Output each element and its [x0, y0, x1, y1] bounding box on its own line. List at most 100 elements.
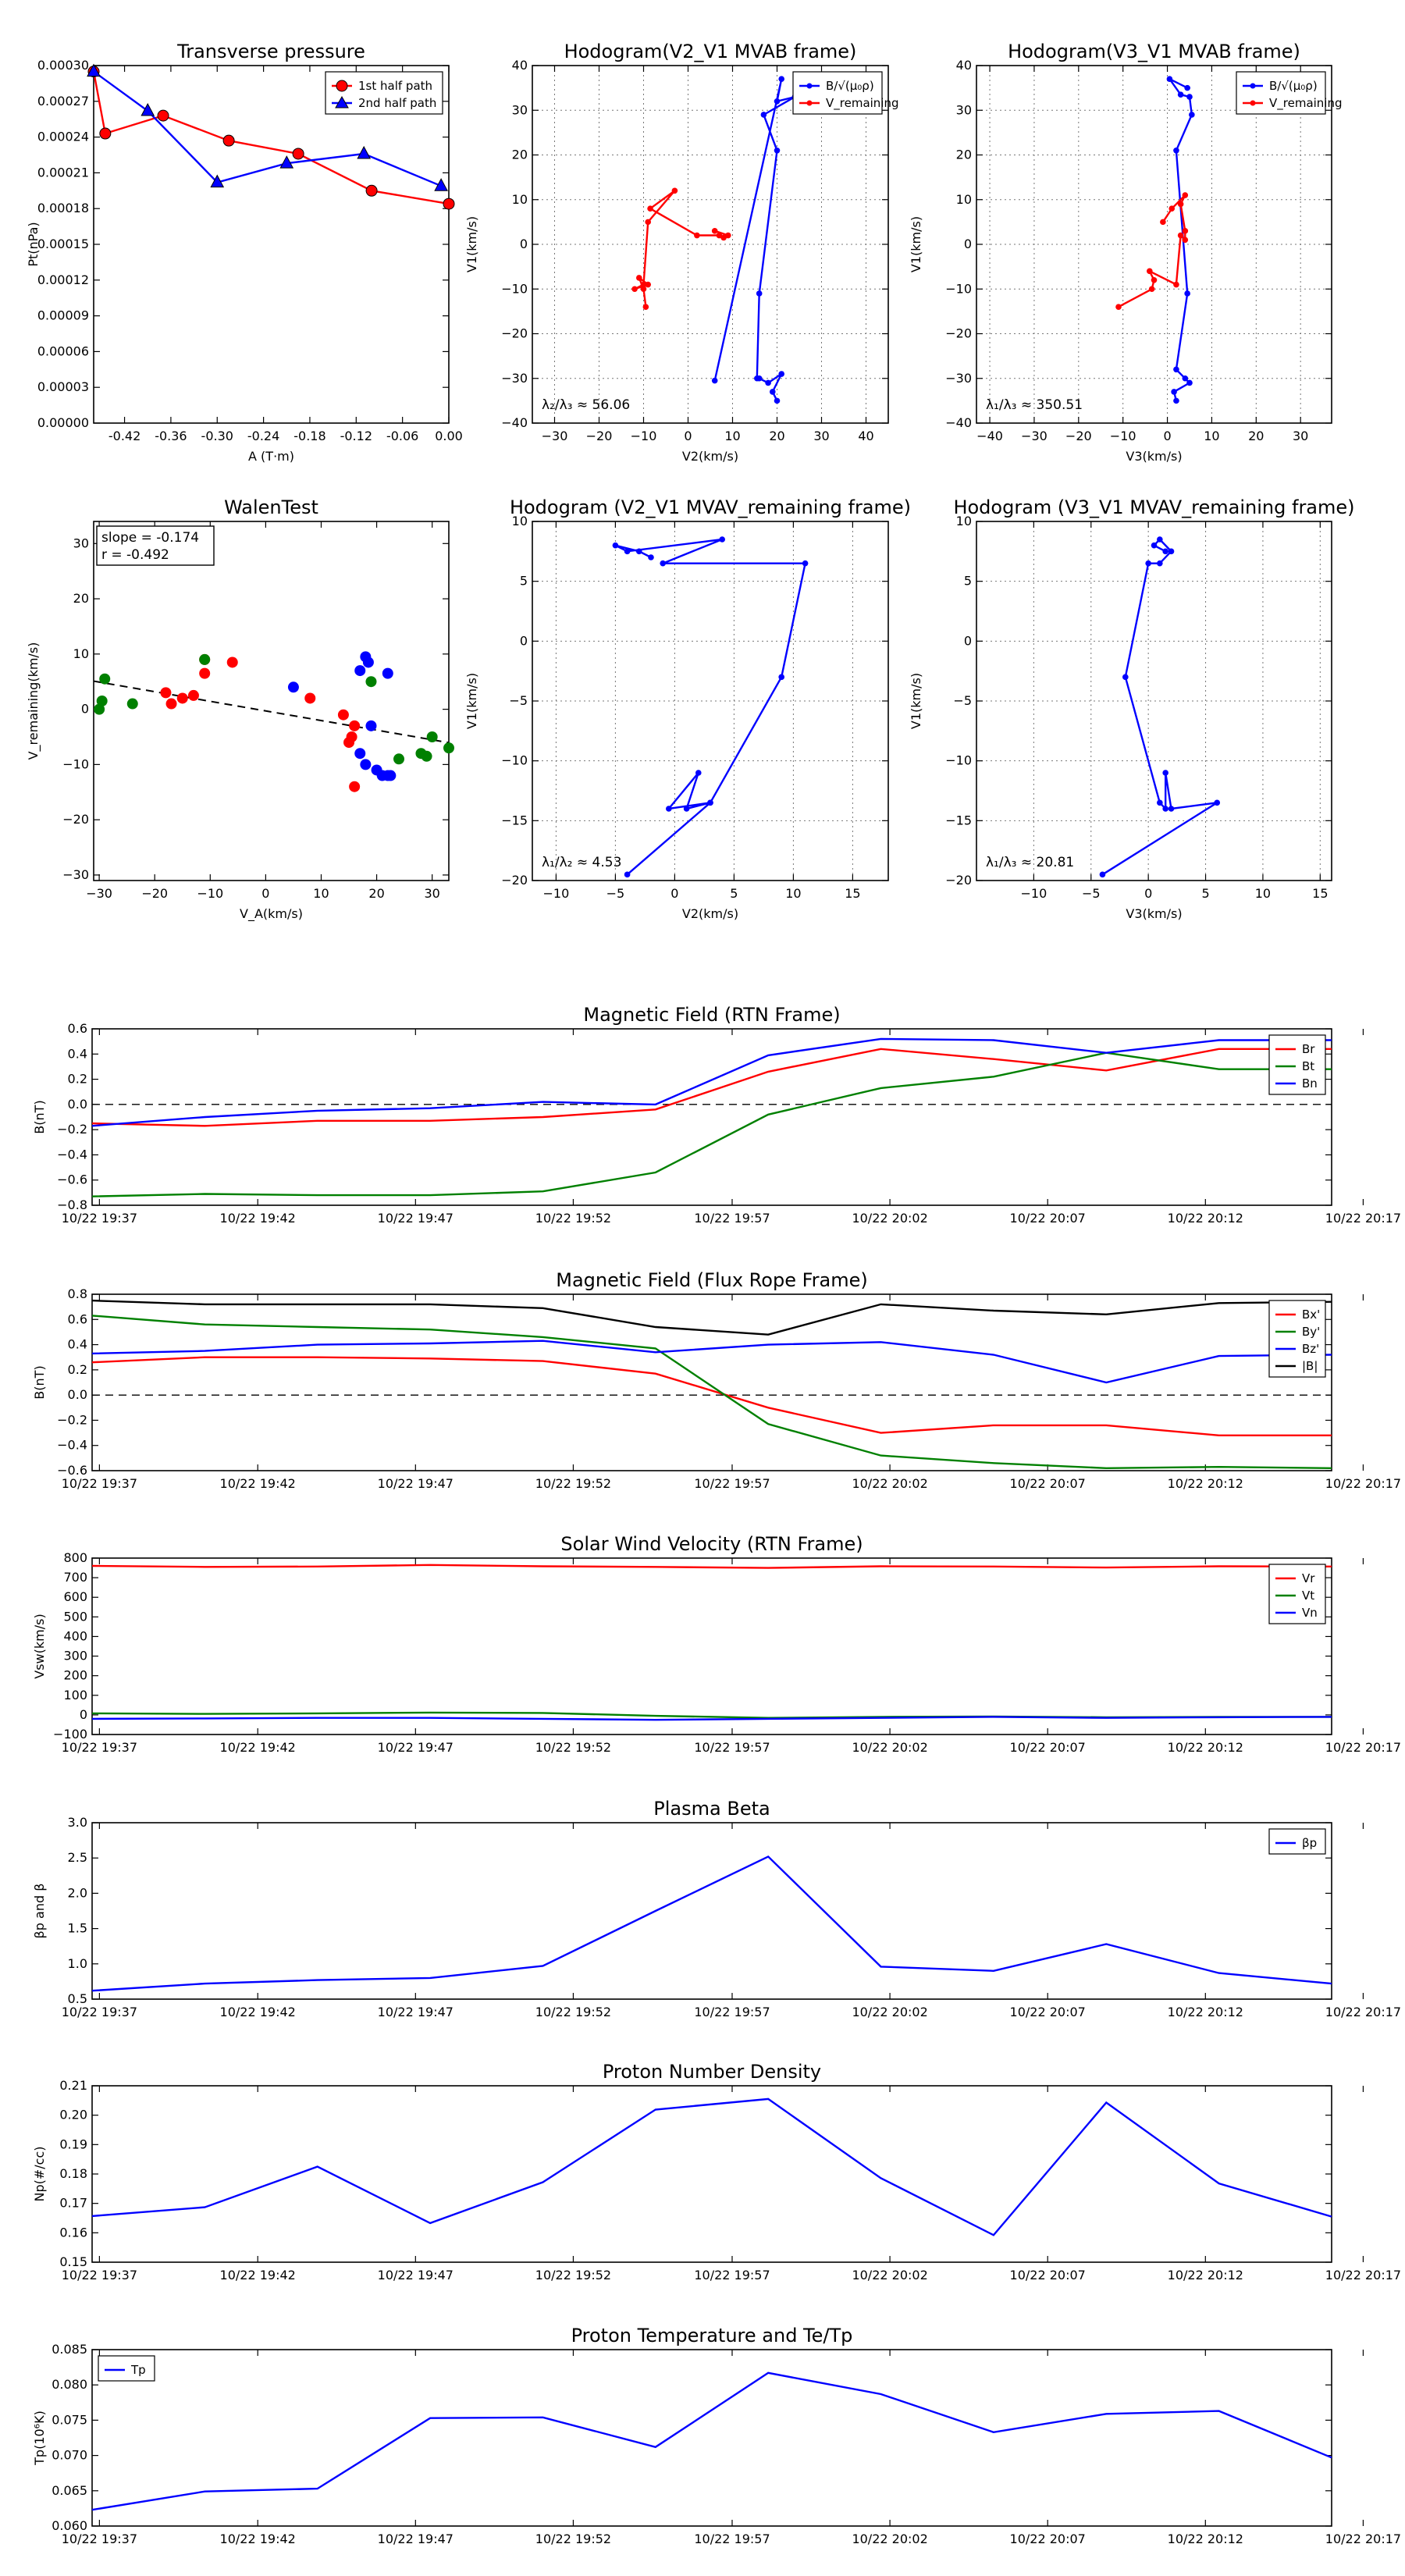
h2-point-0-8	[1186, 94, 1193, 100]
h1-xtick-label-4: 10	[724, 429, 740, 443]
pt-xtick-label-0: 10/22 19:37	[62, 2532, 137, 2546]
pb-xtick-label-7: 10/22 20:12	[1168, 2005, 1243, 2019]
wt-point-red-10	[349, 781, 361, 792]
h1-xtick-label-5: 20	[769, 429, 784, 443]
h2-point-1-10	[1168, 205, 1176, 212]
pb-ytick-label-3: 2.0	[68, 1885, 87, 1900]
pt-ytick-label-1: 0.065	[52, 2483, 87, 2498]
h3-xtick-label-3: 5	[730, 886, 738, 901]
tp-legend-label-1: 2nd half path	[358, 96, 436, 110]
tp-point-0-5	[365, 184, 378, 197]
mffr-ytick-label-0: −0.6	[57, 1463, 87, 1478]
h3-point-0-2	[683, 806, 690, 812]
pt-title: Proton Temperature and Te/Tp	[571, 2325, 853, 2347]
tp-ytick-label-4: 0.00012	[37, 272, 89, 287]
h2-xtick-label-5: 10	[1204, 429, 1219, 443]
h1-point-0-0	[774, 397, 781, 404]
tp-point-0-6	[443, 197, 455, 210]
mfrtn-frame	[91, 1028, 1332, 1206]
wt-ytick-label-3: 0	[81, 702, 89, 717]
wt-ytick-label-2: −10	[62, 756, 89, 771]
mffr-title: Magnetic Field (Flux Rope Frame)	[556, 1269, 867, 1291]
mffr-xtick-label-5: 10/22 20:02	[852, 1476, 927, 1491]
wt-point-green-1	[96, 696, 108, 706]
mfrtn-xtick-label-4: 10/22 19:57	[694, 1211, 770, 1226]
h2-point-1-8	[1177, 201, 1184, 208]
wt-r-text: r = -0.492	[101, 547, 169, 563]
mfrtn-title: Magnetic Field (RTN Frame)	[583, 1004, 840, 1026]
tp-ytick-label-8: 0.00024	[37, 130, 89, 144]
h3-ylabel: V1(km/s)	[464, 673, 479, 729]
mfrtn-series-2-line	[91, 1037, 1332, 1127]
mffr-ytick-label-5: 0.4	[68, 1337, 87, 1352]
chart-tp: -0.42 -0.36 -0.30 -0.24 -0.18 -0.12 -0.06 0.000…	[26, 41, 463, 464]
tp-legend-marker-1	[335, 95, 349, 109]
tp-series-1-line	[93, 70, 442, 187]
h1-legend-marker-1	[806, 100, 813, 106]
h2-point-1-1	[1148, 286, 1155, 293]
tp-ytick-label-5: 0.00015	[37, 237, 89, 251]
mfrtn-xtick-label-6: 10/22 20:07	[1010, 1211, 1086, 1226]
h2-xtick-label-4: 0	[1163, 429, 1171, 443]
h4-point-0-3	[1162, 770, 1168, 776]
mffr-series-1-line	[91, 1315, 1332, 1470]
mffr-xtick-label-3: 10/22 19:52	[535, 1476, 611, 1491]
h1-point-0-2	[778, 371, 784, 377]
h1-point-1-11	[720, 234, 727, 241]
mffr-legend	[1268, 1300, 1326, 1378]
chart-mffr: 10/22 19:37 10/22 19:42 10/22 19:47 10/22 1…	[32, 1269, 1401, 1491]
wt-point-red-6	[337, 709, 349, 720]
pnd-xtick-label-6: 10/22 20:07	[1010, 2268, 1086, 2282]
tp-ytick-label-6: 0.00018	[37, 201, 89, 215]
h2-legend-label-0: B/√(μ₀ρ)	[1269, 79, 1318, 93]
mfrtn-series-1-line	[91, 1051, 1332, 1197]
tp-ytick-label-9: 0.00027	[37, 94, 89, 109]
mffr-series-0-line	[91, 1356, 1332, 1437]
wt-point-green-6	[393, 753, 405, 765]
mfrtn-series-0-line	[91, 1048, 1332, 1127]
pt-ytick-label-3: 0.075	[52, 2412, 87, 2427]
h2-xtick-label-2: −20	[1065, 429, 1092, 443]
mfrtn-xtick-label-2: 10/22 19:47	[378, 1211, 454, 1226]
h3-point-0-5	[707, 799, 713, 806]
pnd-xtick-label-0: 10/22 19:37	[62, 2268, 137, 2282]
pb-ytick-label-5: 3.0	[68, 1815, 87, 1830]
h3-xtick-label-2: 0	[670, 886, 678, 901]
h3-annotation: λ₁/λ₂ ≈ 4.53	[542, 855, 621, 870]
h4-point-0-2	[1168, 806, 1175, 812]
wt-xlabel: V_A(km/s)	[240, 906, 303, 922]
tp-xtick-label-7: 0.00	[435, 429, 463, 443]
pnd-ytick-label-1: 0.16	[59, 2225, 87, 2240]
sw-xtick-label-8: 10/22 20:17	[1325, 1740, 1401, 1755]
chart-pb: 10/22 19:37 10/22 19:42 10/22 19:47 10/22 1…	[32, 1798, 1401, 2019]
h2-point-1-11	[1160, 219, 1166, 226]
mffr-legend-label-3: |B|	[1302, 1359, 1318, 1373]
wt-xtick-label-3: 0	[261, 886, 269, 901]
pb-xtick-label-6: 10/22 20:07	[1010, 2005, 1086, 2019]
wt-point-green-9	[426, 731, 438, 742]
tp-point-1-2	[210, 174, 225, 188]
h2-point-0-1	[1171, 389, 1177, 395]
sw-title: Solar Wind Velocity (RTN Frame)	[560, 1533, 863, 1555]
sw-ytick-label-3: 200	[63, 1668, 87, 1683]
h2-point-1-6	[1182, 237, 1189, 244]
mfrtn-ytick-label-3: −0.2	[57, 1122, 87, 1137]
pnd-ytick-label-5: 0.20	[59, 2108, 87, 2122]
wt-point-green-3	[126, 698, 138, 710]
h1-point-1-1	[640, 286, 647, 293]
h3-point-0-13	[648, 554, 654, 560]
h1-ytick-label-3: −10	[501, 281, 528, 296]
h1-xtick-label-7: 40	[858, 429, 873, 443]
pnd-xtick-label-2: 10/22 19:47	[378, 2268, 454, 2282]
mffr-legend-label-1: By'	[1302, 1325, 1320, 1339]
h4-point-0-12	[1162, 548, 1168, 555]
h4-ytick-label-6: 10	[956, 514, 972, 528]
pb-ylabel: βp and β	[32, 1884, 47, 1939]
h2-ytick-label-7: 30	[956, 102, 972, 117]
h1-point-1-4	[631, 286, 638, 293]
h2-point-0-0	[1173, 397, 1179, 404]
pnd-xtick-label-4: 10/22 19:57	[694, 2268, 770, 2282]
tp-point-1-1	[140, 102, 155, 116]
pnd-xtick-label-3: 10/22 19:52	[535, 2268, 611, 2282]
sw-series-0-line	[91, 1564, 1332, 1569]
